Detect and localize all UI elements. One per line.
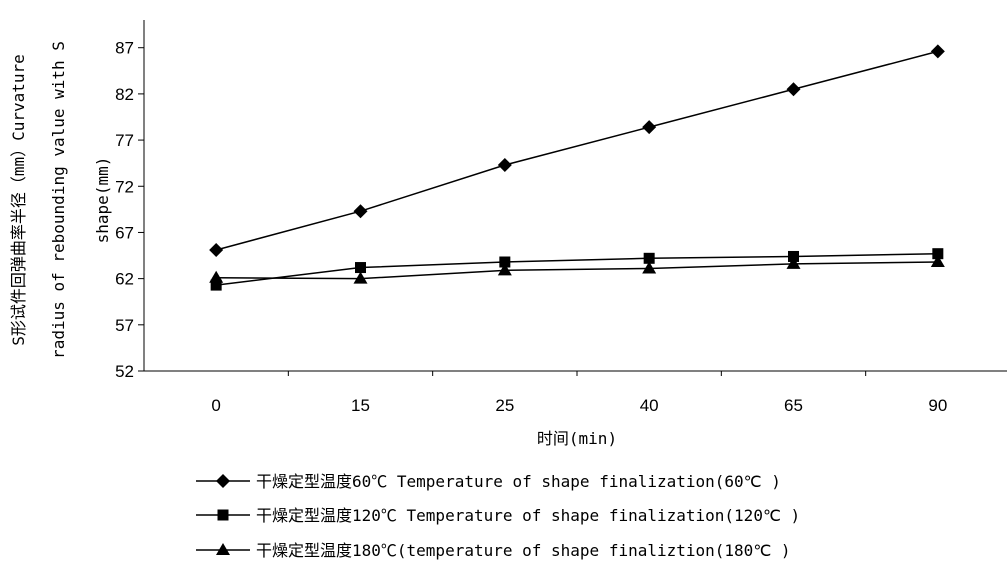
series-1 — [209, 44, 945, 257]
y-tick-label: 87 — [115, 39, 134, 58]
diamond-point — [209, 242, 224, 257]
series-line — [215, 50, 939, 251]
diamond-point — [642, 120, 657, 135]
square-point — [355, 262, 366, 274]
legend: 干燥定型温度60℃ Temperature of shape finalizat… — [196, 472, 800, 560]
y-axis-title: S形试件回弹曲率半径（mm）Curvature radius of reboun… — [9, 41, 112, 359]
x-tick-label: 0 — [211, 396, 220, 415]
series-2 — [210, 248, 944, 291]
y-tick-labels: 52 57 62 67 72 77 82 87 — [115, 39, 134, 381]
square-point — [643, 252, 655, 264]
diamond-point — [786, 82, 801, 97]
x-tick-labels: 0 15 25 40 65 90 — [211, 396, 947, 415]
triangle-point — [786, 256, 801, 269]
y-axis-title-line-3: shape(mm) — [93, 157, 112, 244]
legend-square-icon — [217, 509, 229, 521]
diamond-point — [497, 158, 512, 173]
y-tick-label: 77 — [115, 131, 134, 150]
y-axis-title-line-1: S形试件回弹曲率半径（mm）Curvature — [9, 54, 28, 346]
legend-diamond-icon — [216, 474, 230, 488]
y-tick-label: 72 — [115, 177, 134, 196]
x-tick-label: 90 — [928, 396, 947, 415]
triangle-point — [209, 270, 224, 283]
x-tick-label: 25 — [495, 396, 514, 415]
y-tick-label: 67 — [115, 223, 134, 242]
y-tick-label: 52 — [115, 362, 134, 381]
square-point — [210, 279, 222, 291]
x-tick-label: 40 — [640, 396, 659, 415]
y-tick-label: 62 — [115, 270, 134, 289]
triangle-point — [353, 271, 368, 284]
square-point — [499, 256, 511, 268]
series-line — [216, 252, 938, 286]
y-tick-label: 82 — [115, 85, 134, 104]
square-point — [788, 250, 799, 262]
legend-label: 干燥定型温度60℃ Temperature of shape finalizat… — [256, 472, 781, 491]
legend-item-1: 干燥定型温度60℃ Temperature of shape finalizat… — [196, 472, 781, 491]
y-axis-title-line-2: radius of rebounding value with S — [49, 41, 68, 359]
series-lines — [209, 44, 945, 291]
triangle-point — [930, 255, 945, 268]
y-tick-label: 57 — [115, 316, 134, 335]
series-line — [216, 261, 938, 280]
diamond-point — [930, 44, 945, 59]
x-tick-label: 65 — [784, 396, 803, 415]
triangle-point — [497, 263, 512, 276]
x-tick-label: 15 — [351, 396, 370, 415]
legend-label: 干燥定型温度120℃ Temperature of shape finaliza… — [256, 506, 800, 525]
diamond-point — [353, 204, 368, 219]
series-3 — [209, 255, 945, 284]
square-point — [932, 248, 944, 260]
legend-item-2: 干燥定型温度120℃ Temperature of shape finaliza… — [196, 506, 800, 525]
legend-item-3: 干燥定型温度180℃(temperature of shape finalizt… — [196, 541, 791, 560]
x-axis-title: 时间(min) — [537, 429, 617, 448]
axes — [138, 20, 1007, 376]
legend-label: 干燥定型温度180℃(temperature of shape finalizt… — [256, 541, 791, 560]
triangle-point — [642, 261, 657, 274]
legend-triangle-icon — [216, 543, 230, 555]
